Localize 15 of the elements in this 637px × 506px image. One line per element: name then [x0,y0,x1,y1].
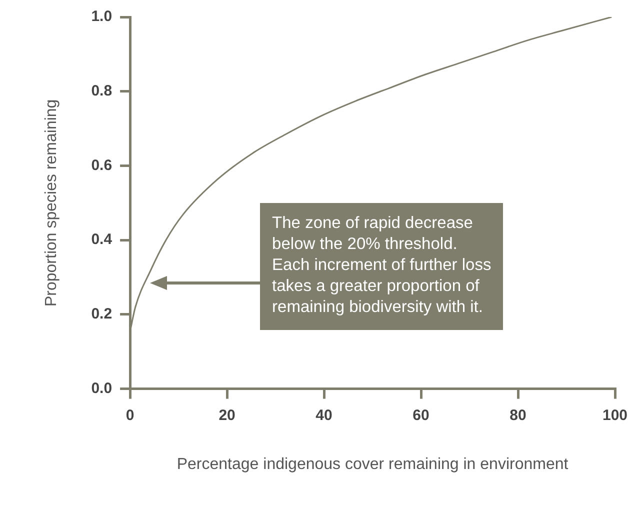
x-axis-title: Percentage indigenous cover remaining in environment [176,456,569,473]
x-tick-label: 80 [510,406,526,424]
x-tick-label: 20 [218,406,236,424]
y-axis-title: Proportion species remaining [43,99,60,307]
x-tick-label: 100 [602,406,628,424]
annotation: The zone of rapid decrease below the 20% threshold. Each increment of further loss takes a greater proportion of remaining biodiversity with it. [260,202,504,330]
y-tick-label: 0.0 [91,380,112,397]
x-tick-label: 40 [316,406,332,424]
y-tick-label: 0.6 [91,156,112,174]
y-tick-label: 0.8 [91,82,112,100]
y-tick-label: 0.4 [91,231,113,248]
y-tick-label: 1.0 [91,8,112,26]
y-tick-label: 0.2 [91,306,112,323]
x-tick-label: 60 [412,406,430,424]
x-tick-label: 0 [126,406,134,424]
